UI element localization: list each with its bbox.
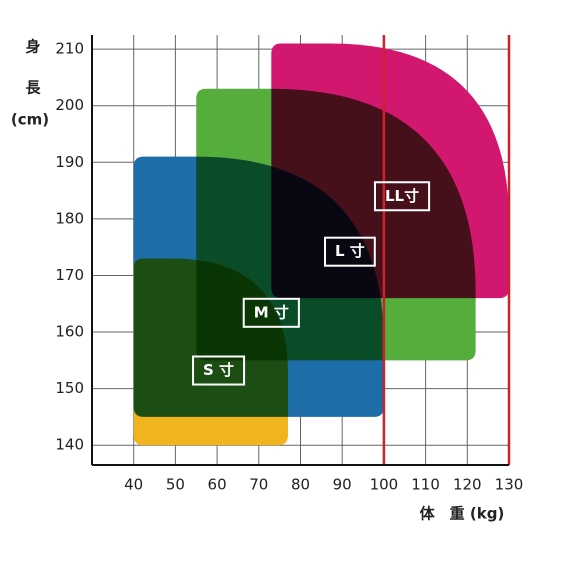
x-tick-label: 50: [166, 476, 185, 494]
x-tick-label: 130: [495, 476, 524, 494]
label-box: [242, 297, 300, 328]
label-text: L 寸: [335, 242, 365, 260]
region-label: LL寸: [373, 181, 431, 212]
x-tick-label: 120: [453, 476, 482, 494]
y-axis-label: (cm): [11, 111, 49, 129]
x-axis-label: 体 重 (kg): [420, 505, 505, 523]
x-tick-label: 40: [124, 476, 143, 494]
label-box: [192, 355, 246, 386]
size-region: [271, 43, 509, 299]
label-text: LL寸: [385, 187, 419, 205]
label-text: S 寸: [203, 361, 234, 379]
y-tick-label: 210: [55, 40, 84, 58]
region-label: S 寸: [192, 355, 246, 386]
regions: [133, 43, 509, 446]
label-text: M 寸: [254, 303, 289, 321]
region-label: L 寸: [324, 236, 376, 267]
y-axis-label: 身: [25, 38, 40, 56]
y-tick-label: 140: [55, 436, 84, 454]
x-tick-label: 110: [411, 476, 440, 494]
y-axis-label: 長: [25, 79, 41, 97]
region-label: M 寸: [242, 297, 300, 328]
x-tick-label: 100: [370, 476, 399, 494]
x-tick-label: 60: [208, 476, 227, 494]
y-tick-label: 190: [55, 153, 84, 171]
label-box: [373, 181, 431, 212]
x-tick-label: 70: [249, 476, 268, 494]
label-box: [324, 236, 376, 267]
x-tick-label: 80: [291, 476, 310, 494]
y-tick-label: 170: [55, 266, 84, 284]
y-tick-label: 200: [55, 96, 84, 114]
y-tick-label: 150: [55, 379, 84, 397]
y-tick-label: 160: [55, 323, 84, 341]
y-tick-label: 180: [55, 209, 84, 227]
x-tick-label: 90: [333, 476, 352, 494]
